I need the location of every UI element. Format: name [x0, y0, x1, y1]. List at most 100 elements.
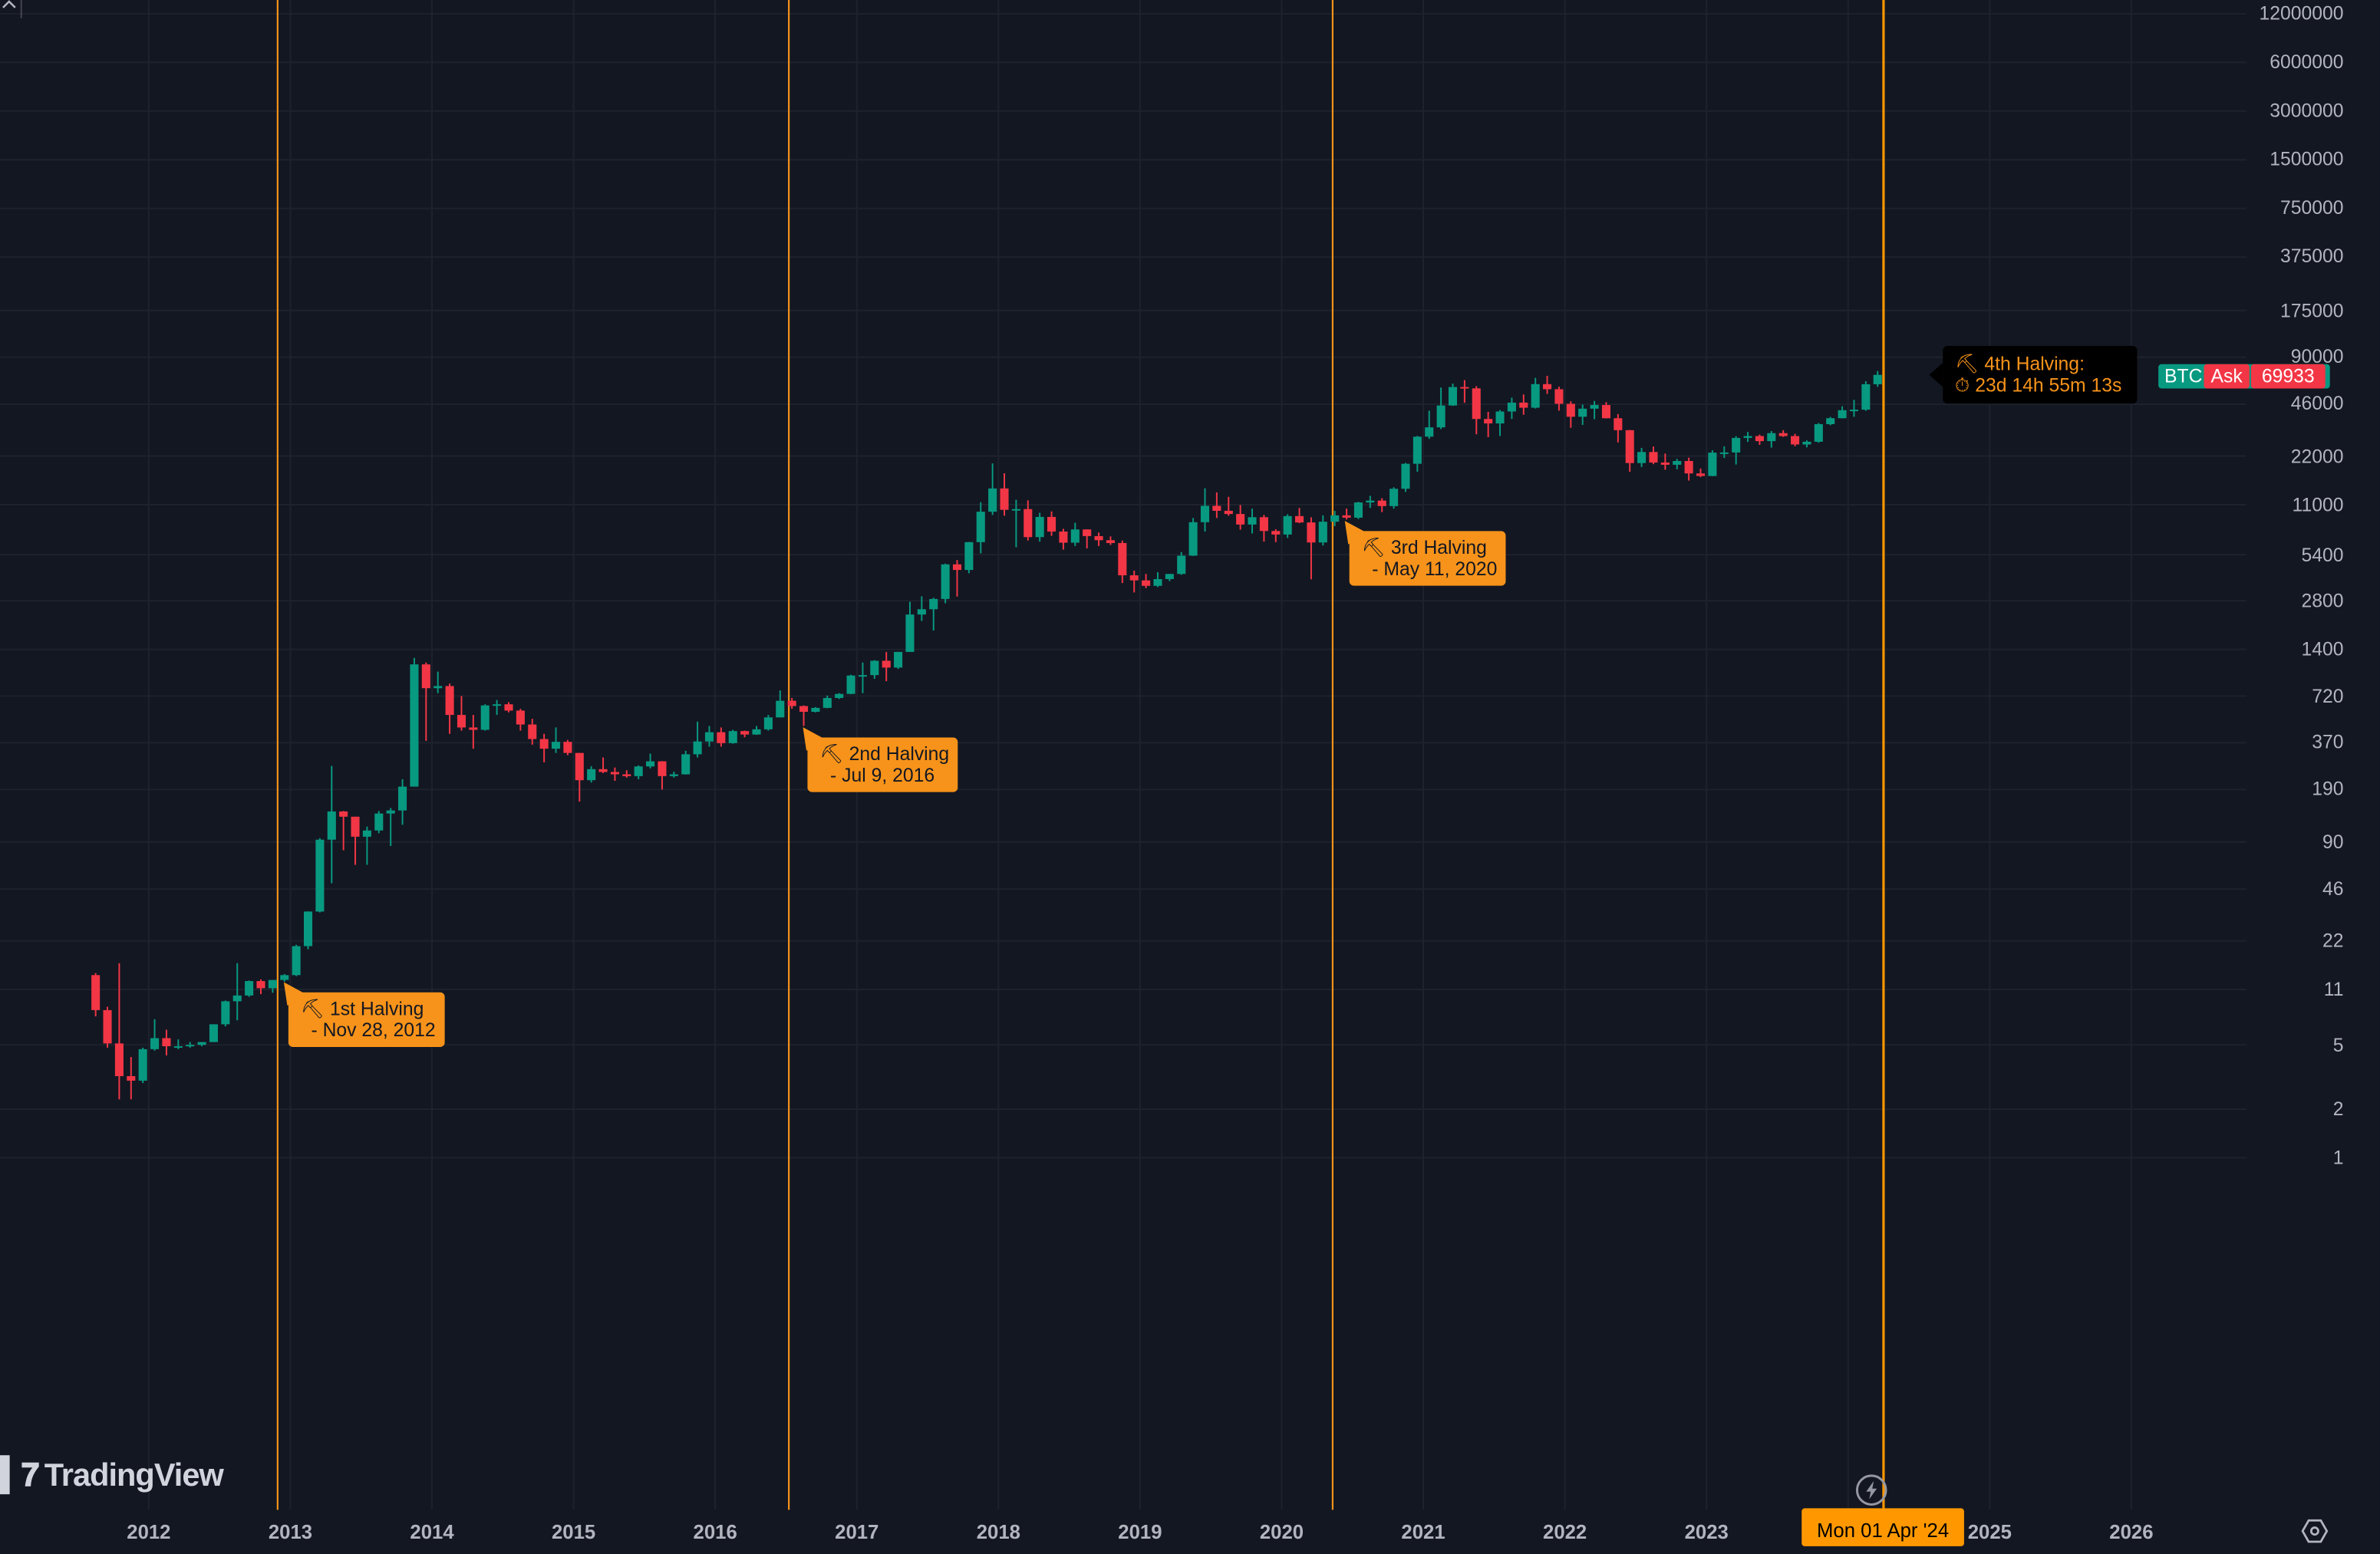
candle-body	[103, 1009, 112, 1044]
candle	[575, 752, 584, 802]
candle	[1413, 436, 1422, 472]
candle-body	[1070, 529, 1080, 543]
candle-body	[1035, 516, 1044, 538]
candle-body	[1838, 410, 1847, 419]
candle	[835, 693, 844, 700]
settings-icon[interactable]	[2301, 1517, 2329, 1545]
candle	[1283, 514, 1292, 538]
candle-body	[1307, 522, 1316, 543]
candle	[1318, 515, 1327, 546]
candle-body	[374, 813, 384, 831]
tradingview-logo[interactable]: ▍𝟕 TradingView	[0, 1458, 224, 1493]
candle	[1248, 509, 1257, 534]
candle-body	[327, 811, 336, 840]
candle-body	[421, 664, 430, 689]
halving-label-1[interactable]: ⛏︎ 1st Halving - Nov 28, 2012	[288, 992, 445, 1048]
candle	[1614, 413, 1623, 443]
candle	[362, 826, 371, 865]
price-tick-label: 2	[2332, 1098, 2344, 1120]
candle	[622, 770, 631, 778]
candle-body	[846, 675, 855, 694]
candle-body	[1743, 436, 1752, 438]
candle	[1011, 499, 1020, 548]
candle	[551, 727, 561, 753]
candle	[1778, 430, 1788, 437]
candle-body	[1177, 555, 1186, 575]
candle	[929, 598, 938, 631]
candle	[351, 816, 360, 865]
candle-body	[740, 731, 750, 735]
candle	[1236, 505, 1245, 530]
candle-body	[752, 729, 761, 735]
candle-body	[988, 488, 997, 512]
price-tick-label: 6000000	[2270, 51, 2344, 74]
pickaxe-icon: ⛏︎	[300, 998, 325, 1020]
candle-body	[622, 774, 631, 776]
candle-body	[1484, 419, 1493, 424]
candle	[1165, 574, 1174, 581]
collapse-chevron-icon[interactable]	[0, 0, 25, 18]
candle-body	[1318, 522, 1327, 543]
candle-body	[717, 732, 726, 743]
candle	[1637, 447, 1647, 467]
halving-label-3[interactable]: ⛏︎ 3rd Halving - May 11, 2020	[1349, 531, 1507, 586]
candle-body	[1083, 529, 1092, 536]
candle	[150, 1019, 160, 1051]
candle-body	[528, 724, 537, 739]
candle-body	[1767, 433, 1776, 442]
candle	[457, 696, 466, 731]
pickaxe-icon: ⛏︎	[819, 743, 844, 765]
candle	[433, 671, 443, 693]
halving-label-2[interactable]: ⛏︎ 2nd Halving - Jul 9, 2016	[807, 737, 959, 792]
grid	[0, 0, 2246, 1510]
candle	[1767, 430, 1776, 448]
price-tick-label: 370	[2312, 732, 2344, 754]
candle-body	[1590, 405, 1599, 409]
time-tick-label: 2013	[268, 1520, 313, 1543]
candle	[421, 662, 430, 741]
candle	[445, 683, 454, 734]
price-tick-label: 175000	[2279, 299, 2344, 321]
candle-body	[1448, 387, 1458, 406]
candle-body	[1696, 473, 1706, 476]
candle	[1425, 410, 1434, 440]
candle	[1000, 473, 1009, 516]
candle	[114, 963, 124, 1100]
candle-body	[1814, 423, 1823, 442]
candle-body	[1366, 500, 1375, 503]
candle-body	[1637, 452, 1647, 463]
candle	[728, 729, 737, 744]
candle	[752, 726, 761, 736]
candle-body	[1142, 580, 1151, 586]
candle-body	[1554, 389, 1564, 404]
candle-body	[563, 742, 572, 753]
candle-body	[1614, 418, 1623, 430]
candle-body	[1106, 540, 1115, 543]
candle-body	[1024, 509, 1033, 538]
price-tick-label: 375000	[2279, 246, 2344, 268]
candle	[232, 963, 242, 1021]
price-tick-label: 3000000	[2270, 100, 2344, 122]
candle-body	[1000, 488, 1009, 510]
candle	[256, 979, 265, 995]
stopwatch-icon: ⏱︎	[1955, 374, 1970, 397]
candle	[1070, 522, 1080, 546]
candle	[469, 715, 478, 749]
candle-body	[351, 816, 360, 837]
candle	[209, 1024, 219, 1042]
candle-body	[1413, 436, 1422, 464]
candle-body	[917, 609, 926, 615]
current-price: 69933	[2250, 364, 2326, 389]
candle	[91, 973, 101, 1017]
candle	[1353, 502, 1363, 519]
candle	[587, 765, 596, 783]
candle	[717, 727, 726, 747]
lightning-icon[interactable]	[1854, 1473, 1888, 1507]
candle	[127, 1057, 136, 1100]
candle	[976, 502, 985, 554]
candle	[1212, 492, 1221, 519]
candle	[610, 767, 619, 782]
candle-body	[1342, 515, 1351, 518]
